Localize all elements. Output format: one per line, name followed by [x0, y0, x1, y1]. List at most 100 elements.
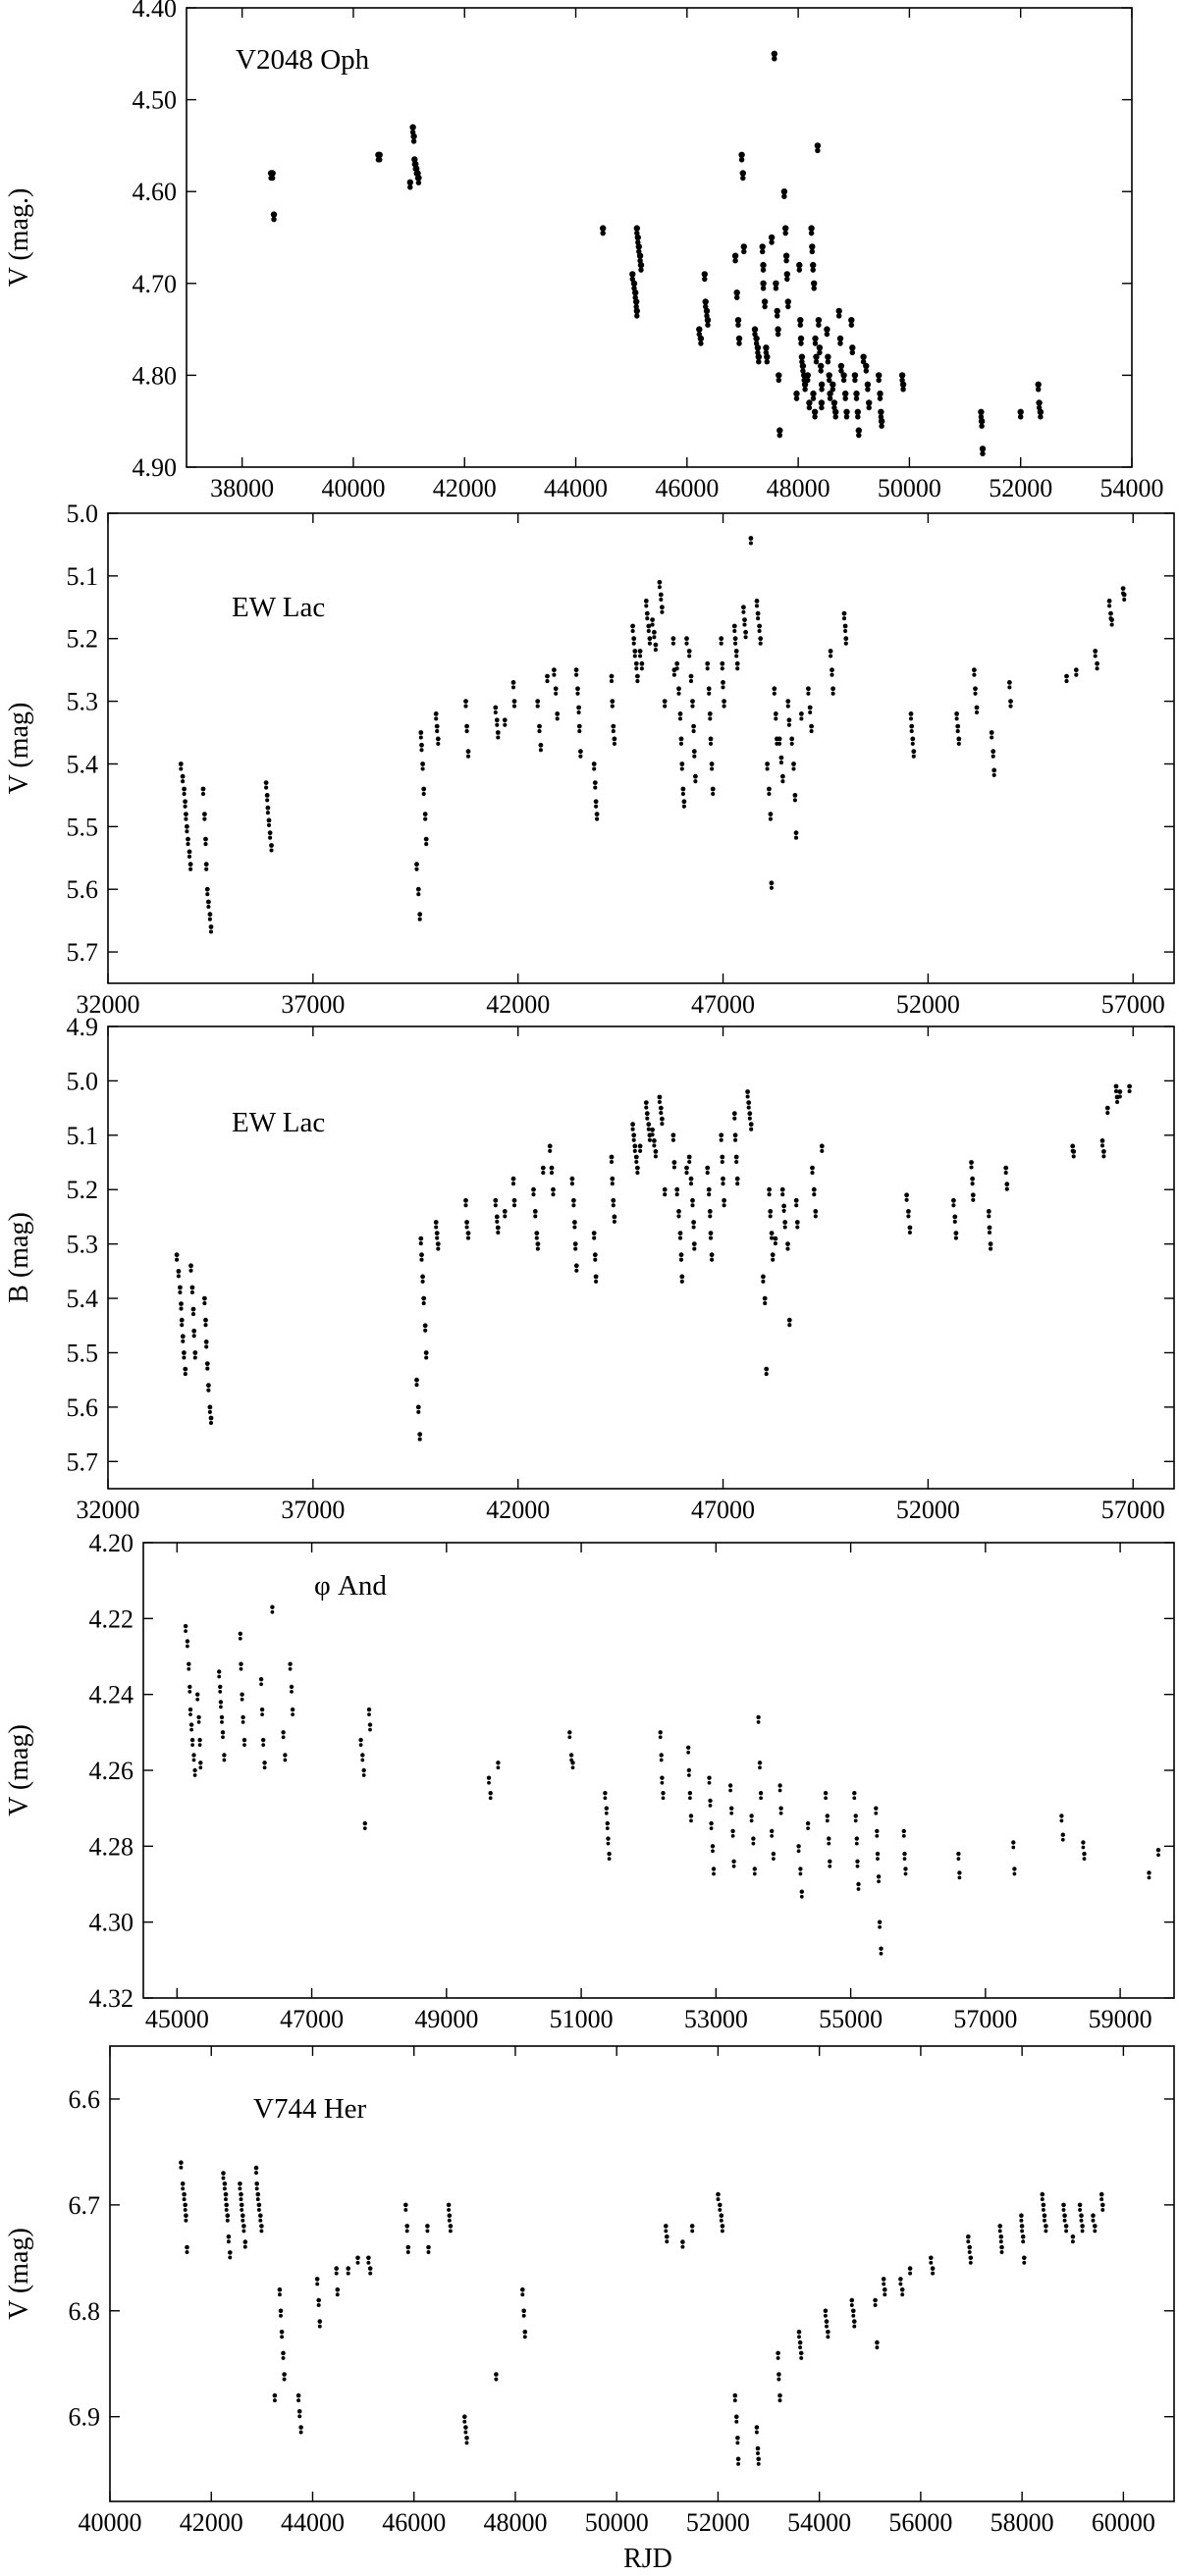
x-tick-label: 42000 — [180, 2508, 243, 2537]
data-point — [493, 710, 498, 715]
data-point — [637, 649, 643, 654]
x-tick-label: 37000 — [281, 990, 345, 1019]
data-point — [730, 1834, 735, 1838]
data-point — [220, 1730, 226, 1735]
data-point — [435, 1241, 441, 1246]
data-point — [773, 280, 779, 287]
data-point — [728, 1788, 732, 1793]
data-point — [692, 754, 697, 759]
data-point — [849, 344, 856, 351]
data-point — [794, 1220, 800, 1225]
data-point — [183, 1372, 187, 1377]
data-point — [545, 679, 550, 684]
data-point — [691, 1241, 697, 1246]
data-point — [182, 2191, 187, 2197]
data-point — [612, 1219, 616, 1224]
data-point — [798, 2350, 804, 2356]
data-point — [223, 2191, 229, 2197]
data-point — [797, 317, 804, 324]
data-point — [644, 1105, 649, 1110]
data-point — [823, 2313, 828, 2318]
data-point — [853, 1818, 858, 1823]
data-point — [758, 636, 764, 642]
data-point — [660, 1116, 665, 1122]
data-point — [972, 667, 977, 673]
data-point — [735, 335, 743, 342]
data-point — [756, 2461, 761, 2466]
data-point — [1091, 2218, 1096, 2223]
data-point — [434, 1225, 439, 1230]
y-tick-label: 4.24 — [89, 1681, 134, 1709]
data-point — [690, 1197, 695, 1203]
data-point — [989, 730, 994, 735]
data-point — [650, 622, 655, 627]
data-point — [978, 418, 986, 425]
data-point — [770, 1828, 775, 1834]
data-point — [1017, 414, 1024, 420]
data-point — [1061, 2207, 1066, 2212]
data-point — [366, 2260, 371, 2265]
data-point — [1081, 1840, 1086, 1845]
data-point — [776, 377, 782, 384]
data-point — [734, 660, 740, 666]
data-point — [852, 2319, 857, 2324]
data-point — [182, 1355, 187, 1360]
data-point — [966, 2234, 971, 2239]
data-point — [751, 1841, 756, 1846]
data-point — [1022, 2255, 1027, 2261]
data-point — [710, 1257, 715, 1262]
data-point — [494, 2377, 499, 2382]
data-point — [639, 666, 644, 671]
data-point — [731, 1859, 736, 1865]
data-point — [652, 1143, 657, 1148]
data-point — [951, 1197, 956, 1203]
data-point — [637, 1143, 643, 1149]
data-point — [705, 1165, 711, 1171]
data-point — [813, 358, 820, 365]
data-point — [826, 377, 832, 384]
data-point — [733, 1154, 739, 1160]
data-point — [708, 716, 713, 721]
data-point — [823, 1791, 829, 1796]
data-point — [218, 1690, 223, 1694]
data-point — [269, 843, 274, 848]
data-point — [238, 2186, 242, 2191]
data-point — [415, 1404, 421, 1410]
data-point — [746, 1100, 752, 1105]
data-point — [988, 1241, 993, 1246]
data-point — [1008, 699, 1013, 704]
data-point — [405, 2250, 410, 2254]
data-point — [591, 1231, 597, 1235]
data-point — [653, 1149, 659, 1154]
data-point — [281, 2350, 286, 2356]
data-point — [1021, 2239, 1026, 2244]
data-point — [702, 276, 708, 283]
data-point — [1063, 2224, 1069, 2229]
data-point — [883, 2292, 887, 2297]
data-point — [204, 886, 210, 892]
data-point — [763, 344, 770, 351]
data-point — [832, 414, 838, 420]
data-point — [192, 1350, 198, 1355]
data-point — [265, 811, 270, 815]
data-point — [258, 1677, 264, 1682]
data-point — [783, 271, 790, 278]
data-point — [1040, 2197, 1044, 2202]
data-point — [770, 1252, 776, 1258]
data-point — [690, 2229, 695, 2234]
data-point — [269, 170, 276, 177]
data-point — [722, 1197, 726, 1203]
data-point — [464, 729, 469, 734]
data-point — [808, 710, 813, 715]
data-point — [738, 157, 745, 163]
data-point — [704, 317, 712, 324]
data-point — [879, 1946, 884, 1951]
data-point — [224, 2207, 229, 2212]
data-point — [661, 1791, 666, 1796]
data-point — [677, 1231, 683, 1235]
data-point — [708, 741, 714, 746]
x-tick-label: 58000 — [991, 2508, 1054, 2537]
y-tick-label: 5.4 — [67, 750, 99, 778]
data-point — [1064, 673, 1069, 679]
data-point — [784, 276, 790, 283]
